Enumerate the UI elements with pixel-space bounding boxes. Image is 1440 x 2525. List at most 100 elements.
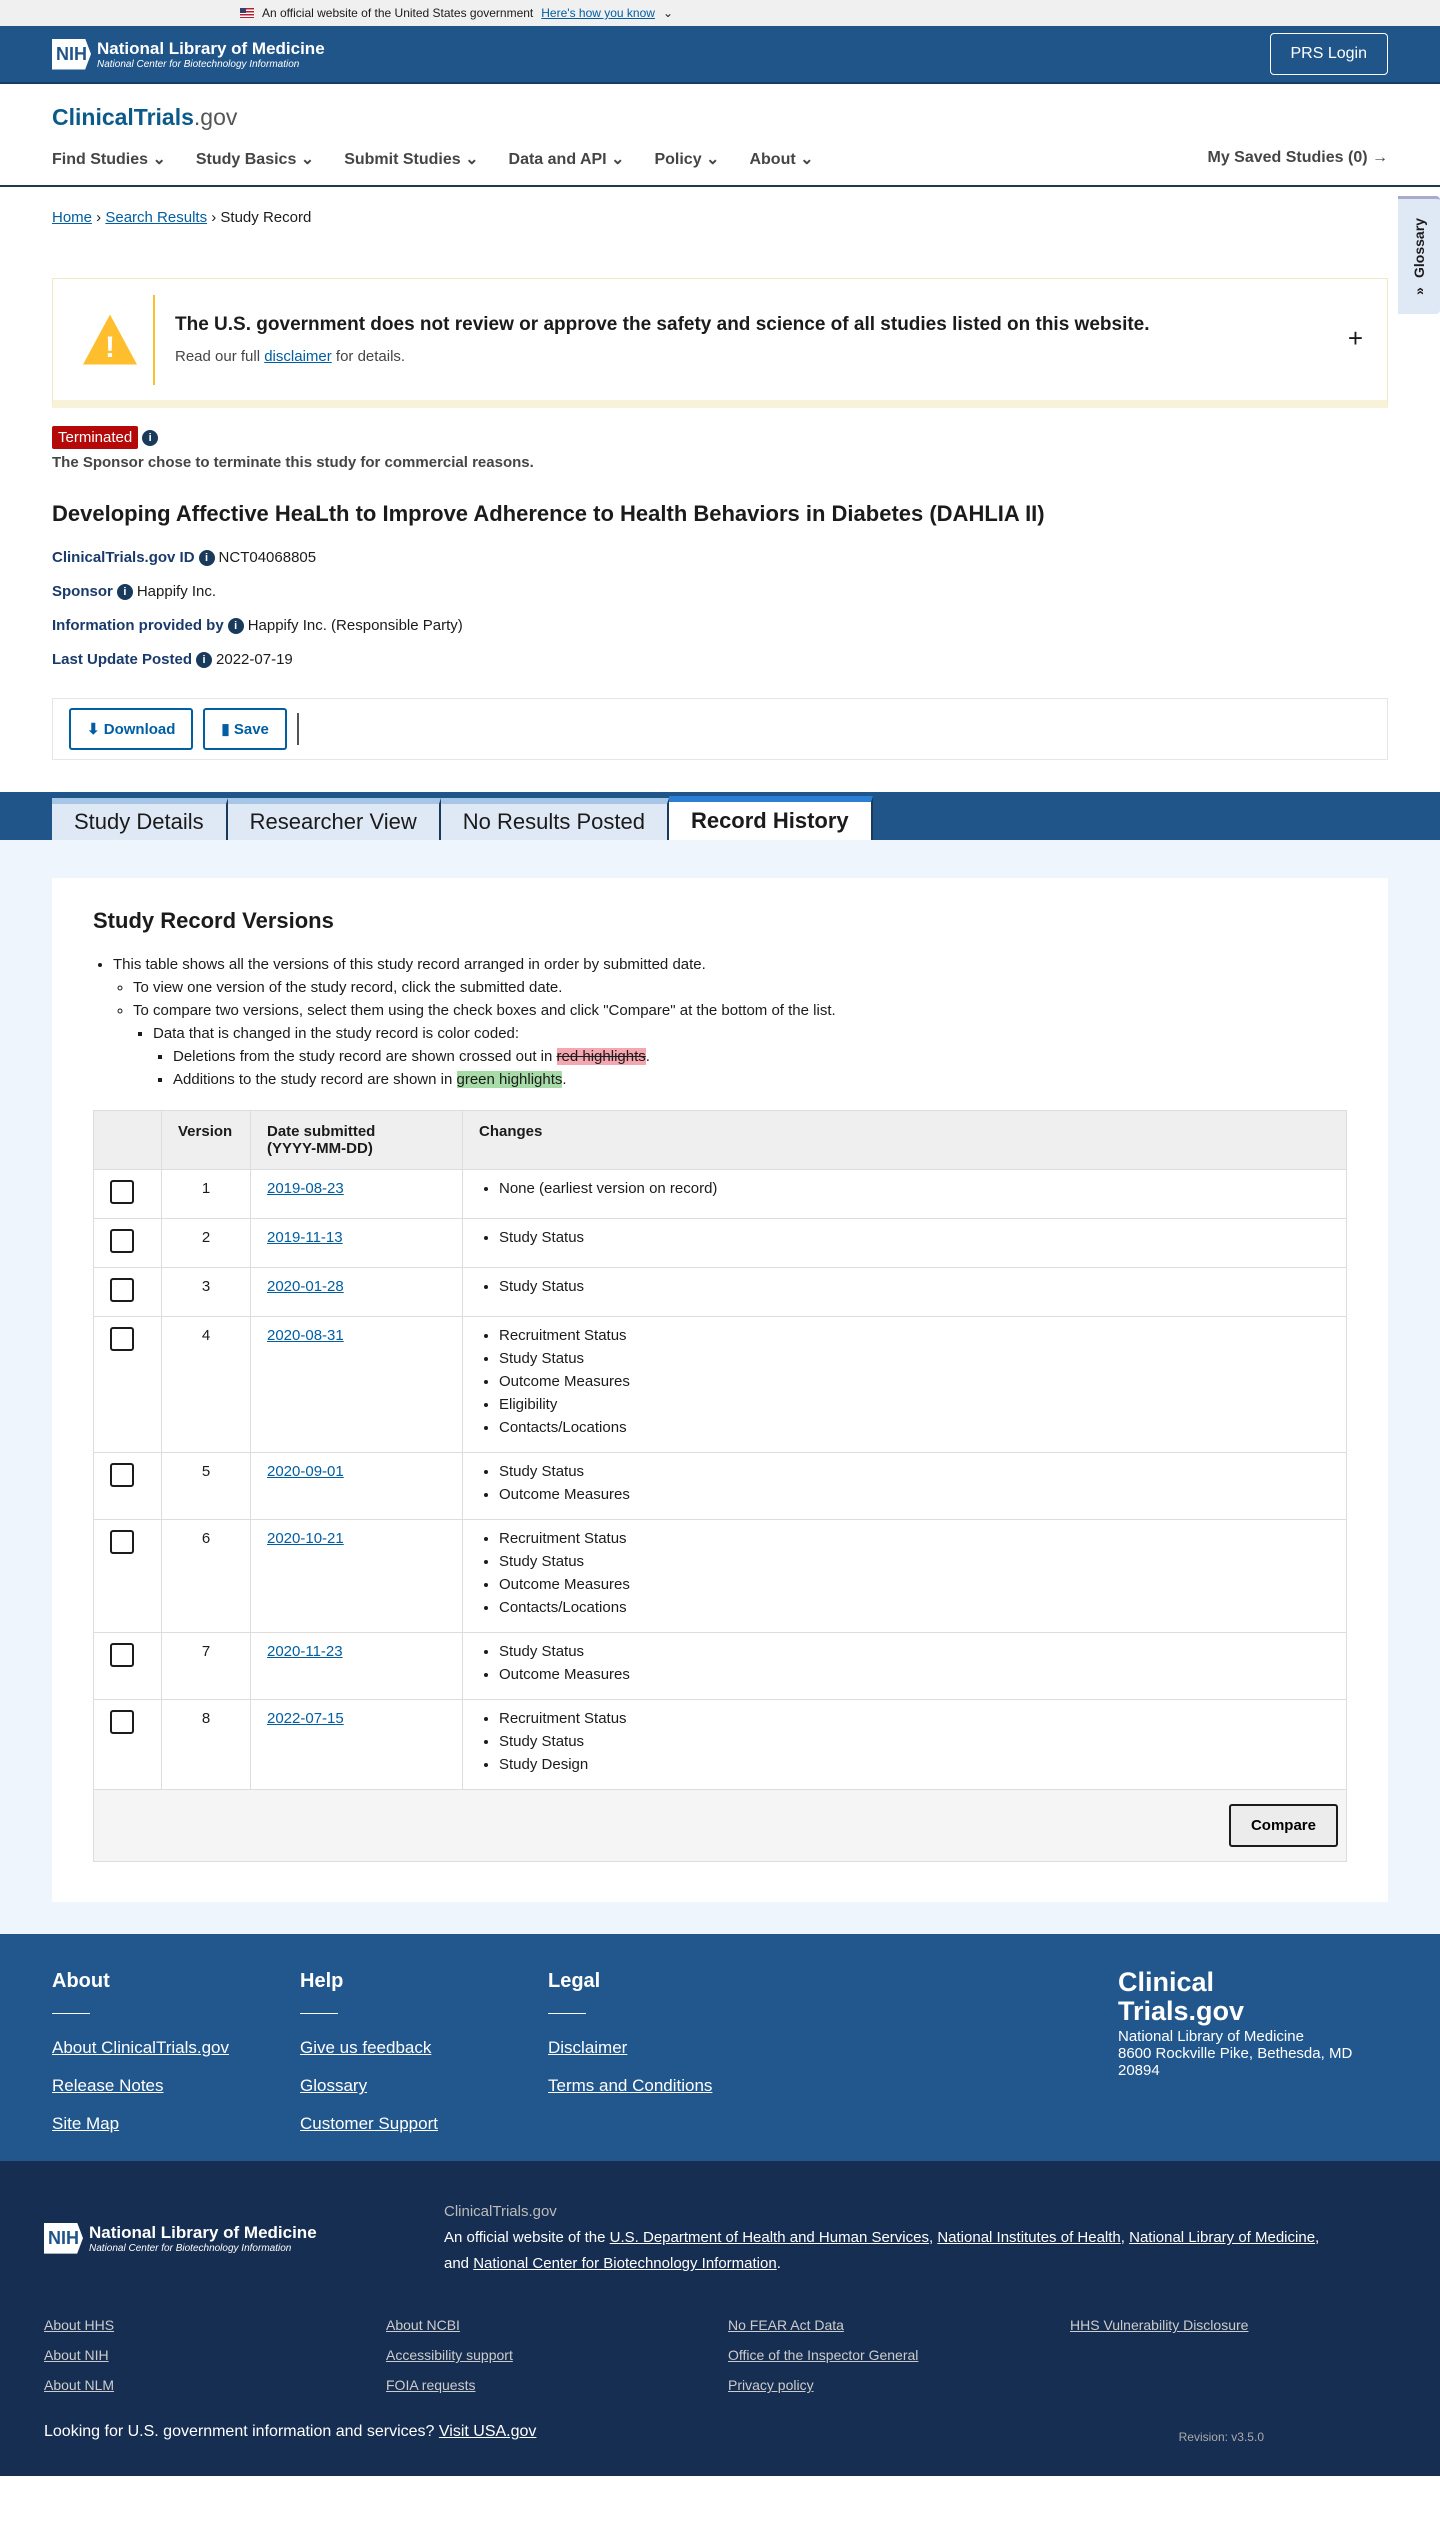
footer-gov-link[interactable]: Office of the Inspector General — [728, 2347, 919, 2364]
info-icon[interactable]: i — [227, 618, 244, 635]
disclaimer-link[interactable]: disclaimer — [264, 348, 332, 365]
version-number: 5 — [161, 1452, 251, 1521]
save-button[interactable]: ▮ Save — [203, 708, 287, 751]
footer-gov-link[interactable]: No FEAR Act Data — [728, 2317, 844, 2334]
download-button[interactable]: ⬇ Download — [69, 708, 194, 751]
termination-reason: The Sponsor chose to terminate this stud… — [52, 454, 534, 471]
revision: Revision: v3.5.0 — [1178, 2430, 1264, 2445]
info-icon[interactable]: i — [116, 584, 133, 601]
version-number: 1 — [161, 1169, 251, 1220]
tab-bar: Study Details Researcher View No Results… — [0, 792, 1440, 841]
version-date-link[interactable]: 2020-08-31 — [267, 1327, 344, 1345]
gov-banner: An official website of the United States… — [0, 0, 1440, 26]
nih-logo[interactable]: NIH National Library of Medicine National… — [52, 38, 325, 70]
footer-gov-link[interactable]: About NCBI — [386, 2317, 460, 2334]
version-checkbox[interactable] — [110, 1463, 134, 1488]
change-item: Study Design — [499, 1756, 1330, 1773]
version-date-link[interactable]: 2020-09-01 — [267, 1463, 344, 1481]
download-icon: ⬇ — [87, 721, 100, 739]
breadcrumb-home[interactable]: Home — [52, 209, 93, 226]
change-item: Study Status — [499, 1229, 1330, 1246]
version-date-link[interactable]: 2019-08-23 — [267, 1180, 344, 1198]
footer-gov-link[interactable]: HHS Vulnerability Disclosure — [1070, 2317, 1249, 2334]
nav-study-basics[interactable]: Study Basics ⌄ — [195, 151, 315, 168]
version-checkbox[interactable] — [110, 1229, 134, 1254]
heres-how-you-know-link[interactable]: Here's how you know — [541, 6, 655, 20]
change-item: Outcome Measures — [499, 1666, 1330, 1683]
meta-sponsor: Sponsor i Happify Inc. — [52, 583, 217, 601]
change-item: Eligibility — [499, 1396, 1330, 1413]
tab-record-history[interactable]: Record History — [668, 796, 873, 841]
version-checkbox[interactable] — [110, 1530, 134, 1555]
change-item: None (earliest version on record) — [499, 1180, 1330, 1197]
footer-gov-link[interactable]: FOIA requests — [386, 2377, 476, 2394]
version-checkbox[interactable] — [110, 1710, 134, 1735]
nav-data-api[interactable]: Data and API ⌄ — [508, 151, 625, 168]
study-meta: ClinicalTrials.gov ID i NCT04068805 Sponso… — [0, 527, 1440, 669]
footer-link[interactable]: Customer Support — [300, 2114, 438, 2134]
nav-policy[interactable]: Policy ⌄ — [654, 151, 720, 168]
gov-banner-text: An official website of the United States… — [262, 6, 534, 20]
change-item: Outcome Measures — [499, 1373, 1330, 1390]
site-header: ClinicalTrials.gov Find Studies ⌄ Study … — [0, 84, 1440, 187]
table-row: 6 2020-10-21 Recruitment Status Study Statu… — [93, 1519, 1347, 1634]
version-checkbox[interactable] — [110, 1180, 134, 1205]
version-number: 4 — [161, 1316, 251, 1454]
compare-button[interactable]: Compare — [1228, 1804, 1338, 1848]
info-icon[interactable]: i — [142, 429, 159, 446]
version-date-link[interactable]: 2020-10-21 — [267, 1530, 344, 1548]
breadcrumb-current: Study Record — [220, 209, 312, 226]
chevron-double-icon: » — [1411, 287, 1427, 296]
expand-plus-icon[interactable]: + — [1347, 323, 1363, 353]
nav-find-studies[interactable]: Find Studies ⌄ — [52, 151, 166, 168]
footer-gov-link[interactable]: Accessibility support — [386, 2347, 513, 2364]
footer-link[interactable]: Site Map — [52, 2114, 120, 2134]
footer-gov-link — [1070, 2347, 1370, 2363]
version-date-link[interactable]: 2019-11-13 — [267, 1229, 343, 1247]
visit-usa-gov-link[interactable]: Visit USA.gov — [438, 2423, 537, 2441]
footer-gov-link[interactable]: About NLM — [44, 2377, 115, 2394]
tab-study-details[interactable]: Study Details — [52, 798, 228, 841]
version-date-link[interactable]: 2020-01-28 — [267, 1278, 344, 1296]
nav-submit-studies[interactable]: Submit Studies ⌄ — [344, 151, 479, 168]
change-item: Recruitment Status — [499, 1710, 1330, 1727]
change-item: Recruitment Status — [499, 1530, 1330, 1547]
tab-researcher-view[interactable]: Researcher View — [227, 798, 441, 841]
footer-link[interactable]: About ClinicalTrials.gov — [52, 2038, 229, 2058]
version-checkbox[interactable] — [110, 1327, 134, 1352]
table-row: 4 2020-08-31 Recruitment Status Study Statu… — [93, 1316, 1347, 1454]
col-version: Version — [161, 1110, 251, 1171]
tab-no-results-posted[interactable]: No Results Posted — [440, 798, 669, 841]
version-checkbox[interactable] — [110, 1278, 134, 1303]
my-saved-studies-link[interactable]: My Saved Studies (0) → — [1207, 149, 1389, 166]
footer-gov-link[interactable]: About NIH — [44, 2347, 109, 2364]
record-versions-card: Study Record Versions This table shows a… — [52, 878, 1388, 1903]
footer-link[interactable]: Give us feedback — [300, 2038, 432, 2058]
info-icon[interactable]: i — [196, 652, 213, 669]
change-item: Contacts/Locations — [499, 1599, 1330, 1616]
meta-info-provided: Information provided by i Happify Inc. (Re… — [52, 617, 463, 635]
footer-gov-link[interactable]: Privacy policy — [728, 2377, 814, 2394]
change-item: Outcome Measures — [499, 1486, 1330, 1503]
footer-gov-link[interactable]: About HHS — [44, 2317, 115, 2334]
footer-link[interactable]: Glossary — [300, 2076, 368, 2096]
table-row: 3 2020-01-28 Study Status — [93, 1267, 1347, 1318]
glossary-toggle[interactable]: » Glossary — [1398, 196, 1440, 314]
version-number: 3 — [161, 1267, 251, 1318]
nih-footer-logo[interactable]: NIH National Library of Medicine National… — [44, 2199, 374, 2277]
nav-about[interactable]: About ⌄ — [749, 151, 814, 168]
version-checkbox[interactable] — [110, 1643, 134, 1668]
prs-login-button[interactable]: PRS Login — [1269, 33, 1388, 75]
footer-link[interactable]: Disclaimer — [548, 2038, 628, 2058]
footer-link[interactable]: Terms and Conditions — [548, 2076, 713, 2096]
table-row: 7 2020-11-23 Study Status Outcome Measures — [93, 1632, 1347, 1701]
version-date-link[interactable]: 2020-11-23 — [267, 1643, 343, 1661]
breadcrumb-search-results[interactable]: Search Results — [105, 209, 208, 226]
change-item: Outcome Measures — [499, 1576, 1330, 1593]
version-number: 6 — [161, 1519, 251, 1634]
clinicaltrials-logo[interactable]: ClinicalTrials.gov — [52, 104, 238, 130]
col-changes: Changes — [462, 1110, 1347, 1171]
info-icon[interactable]: i — [198, 550, 215, 567]
footer-link[interactable]: Release Notes — [52, 2076, 164, 2096]
version-date-link[interactable]: 2022-07-15 — [267, 1710, 344, 1728]
